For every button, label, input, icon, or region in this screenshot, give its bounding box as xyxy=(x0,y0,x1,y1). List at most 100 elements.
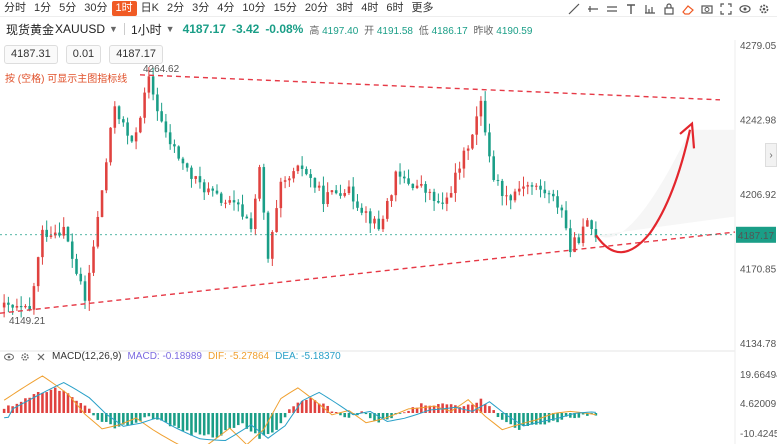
ask-price-box[interactable]: 4187.17 xyxy=(109,45,163,64)
macd-histogram-bar xyxy=(441,403,444,413)
symbol-info-bar: 现货黄金 XAUUSD ▼ 1小时 ▼ 4187.17 -3.42 -0.08%… xyxy=(0,19,535,39)
chevron-right-icon[interactable]: › xyxy=(765,143,777,167)
candle-body xyxy=(160,111,163,122)
candle-body xyxy=(483,100,487,133)
period-tab[interactable]: 30分 xyxy=(84,1,108,14)
macd-histogram-bar xyxy=(437,404,440,413)
macd-histogram-bar xyxy=(190,413,193,436)
symbol-name[interactable]: 现货黄金 xyxy=(6,22,55,37)
current-price-label: 4187.17 xyxy=(738,231,775,242)
candle-body xyxy=(275,208,278,233)
candle-body xyxy=(569,228,572,253)
macd-histogram-bar xyxy=(573,413,576,419)
symbol-code[interactable]: XAUUSD xyxy=(55,22,106,36)
candle-body xyxy=(347,186,351,194)
bid-price-box[interactable]: 4187.31 xyxy=(4,45,58,64)
chevron-down-icon[interactable]: ▼ xyxy=(165,24,175,34)
support-trend-line[interactable] xyxy=(0,231,736,314)
macd-histogram-bar xyxy=(496,413,500,418)
trend-line-icon[interactable] xyxy=(564,0,583,17)
settings-icon[interactable] xyxy=(754,0,773,17)
period-tab[interactable]: 1分 xyxy=(34,1,52,14)
candle-body xyxy=(24,305,27,308)
macd-histogram-bar xyxy=(407,410,410,413)
macd-histogram-bar xyxy=(173,413,176,426)
macd-histogram-bar xyxy=(326,405,329,413)
eye-icon[interactable] xyxy=(735,0,754,17)
candle-body xyxy=(445,197,449,204)
candle-body xyxy=(271,232,274,259)
period-tab[interactable]: 3分 xyxy=(192,1,210,14)
macd-histogram-bar xyxy=(143,413,146,418)
chevron-down-icon[interactable]: ▼ xyxy=(109,24,118,34)
period-tab[interactable]: 1时 xyxy=(111,0,137,16)
price-axis-tick: 4242.98 xyxy=(740,116,777,127)
period-tab[interactable]: 2分 xyxy=(166,1,185,14)
macd-histogram-bar xyxy=(219,413,223,436)
macd-histogram-bar xyxy=(543,413,547,425)
macd-histogram-bar xyxy=(151,413,155,420)
macd-histogram-bar xyxy=(62,390,66,413)
period-tab[interactable]: 分时 xyxy=(4,1,26,14)
eye-icon[interactable] xyxy=(4,352,14,362)
candle-body xyxy=(509,195,513,201)
period-tab[interactable]: 6时 xyxy=(386,1,404,14)
text-icon[interactable] xyxy=(621,0,640,17)
interval-selector[interactable]: 1小时 xyxy=(130,22,162,37)
candle-body xyxy=(83,281,87,301)
macd-histogram-bar xyxy=(547,413,551,423)
period-tab[interactable]: 20分 xyxy=(304,1,329,14)
ray-icon[interactable] xyxy=(583,0,602,17)
drawing-tools xyxy=(564,0,773,17)
candle-body xyxy=(279,181,283,209)
period-tab[interactable]: 3时 xyxy=(336,1,354,14)
candle-body xyxy=(296,165,300,172)
period-tab[interactable]: 日K xyxy=(140,1,159,14)
period-tab[interactable]: 4分 xyxy=(217,1,235,14)
macd-histogram-bar xyxy=(87,408,91,413)
fullscreen-icon[interactable] xyxy=(716,0,735,17)
candle-body xyxy=(581,226,585,243)
candle-body xyxy=(411,183,415,189)
period-tab[interactable]: 10分 xyxy=(242,1,266,14)
close-icon[interactable] xyxy=(36,352,46,362)
candle-body xyxy=(66,226,70,242)
candle-body xyxy=(164,121,168,133)
period-tab[interactable]: 15分 xyxy=(273,1,297,14)
candle-body xyxy=(19,306,23,308)
macd-histogram-bar xyxy=(122,413,125,425)
candle-body xyxy=(466,148,470,151)
macd-histogram-bar xyxy=(32,394,36,413)
macd-histogram-bar xyxy=(313,400,317,413)
macd-histogram-bar xyxy=(15,403,19,413)
camera-icon[interactable] xyxy=(697,0,716,17)
macd-histogram-bar xyxy=(466,404,470,413)
lock-icon[interactable] xyxy=(659,0,678,17)
macd-histogram-bar xyxy=(58,390,61,413)
parallel-lines-icon[interactable] xyxy=(602,0,621,17)
candle-body xyxy=(322,185,325,205)
current-price-tag xyxy=(736,226,776,243)
candle-body xyxy=(496,179,500,181)
candle-body xyxy=(500,180,504,197)
eraser-icon[interactable] xyxy=(678,0,697,17)
period-tab[interactable]: 更多 xyxy=(411,1,434,14)
macd-histogram-bar xyxy=(194,413,197,433)
macd-histogram-bar xyxy=(215,413,219,438)
projection-arrow-line[interactable] xyxy=(595,129,692,254)
price-axis-tick: 4170.85 xyxy=(740,264,777,275)
price-axis-tick: 4206.92 xyxy=(740,190,777,201)
resistance-trend-line[interactable] xyxy=(139,74,721,101)
candle-body xyxy=(577,237,581,243)
settings-icon[interactable] xyxy=(20,352,30,362)
spread-box[interactable]: 0.01 xyxy=(65,45,102,64)
candle-body xyxy=(258,167,261,199)
candle-body xyxy=(109,127,112,163)
period-tab[interactable]: 4时 xyxy=(361,1,379,14)
candle-body xyxy=(62,226,66,236)
candle-body xyxy=(552,193,555,197)
period-tab[interactable]: 5分 xyxy=(59,1,77,14)
macd-histogram-bar xyxy=(339,413,342,416)
measure-icon[interactable] xyxy=(640,0,659,17)
